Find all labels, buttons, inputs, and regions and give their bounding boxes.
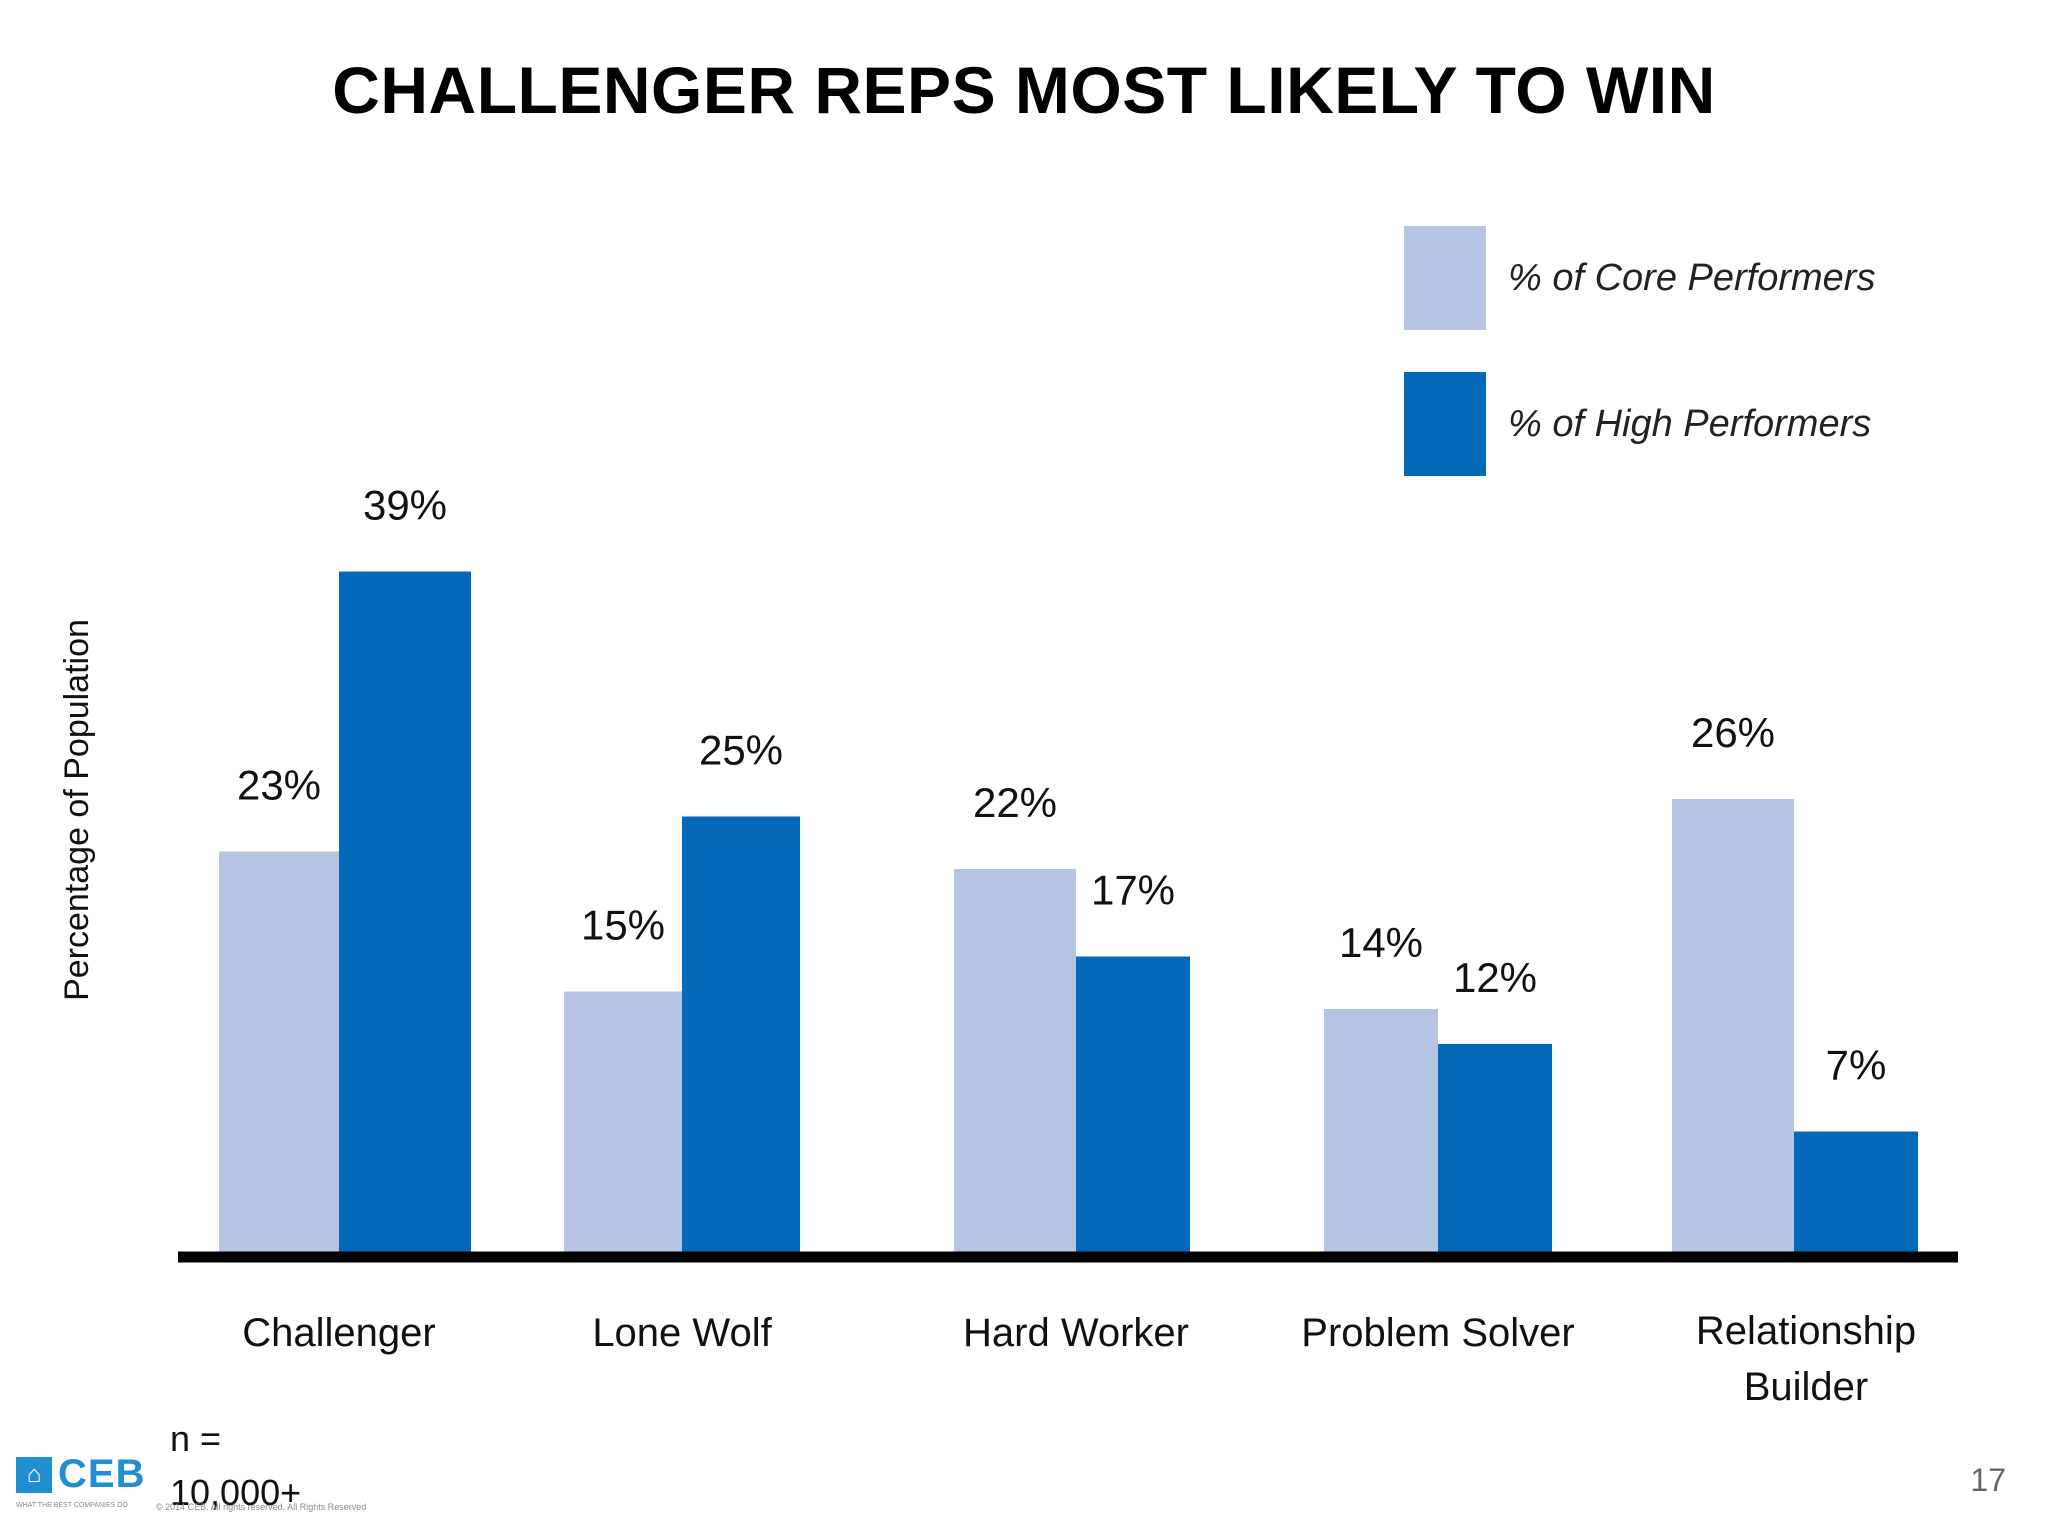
x-tick-label-4-line-1: Builder [1744,1365,1869,1409]
ceb-logo: ⌂ CEB [16,1452,145,1497]
chart-title: CHALLENGER REPS MOST LIKELY TO WIN [332,53,1716,127]
bar-high-2 [1076,956,1190,1254]
x-tick-label-1: Lone Wolf [592,1311,772,1355]
bar-core-3 [1324,1009,1438,1254]
bar-core-4 [1672,799,1794,1254]
data-label-high-4: 7% [1826,1042,1887,1089]
copyright-text: © 2014 CEB. All rights reserved. All Rig… [156,1502,367,1512]
sample-size: n = 10,000+ [170,1412,301,1520]
bar-high-1 [682,816,800,1254]
legend-label-high: % of High Performers [1508,402,1872,445]
data-label-core-0: 23% [237,762,321,809]
bar-core-1 [564,991,682,1254]
data-label-high-3: 12% [1453,954,1537,1001]
bar-high-0 [339,571,471,1254]
legend-swatch-core [1404,226,1486,330]
legend-item-high: % of High Performers [1404,372,1871,476]
building-icon: ⌂ [16,1456,52,1493]
data-label-core-4: 26% [1691,709,1775,756]
data-label-high-1: 25% [699,727,783,774]
logo-text: CEB [58,1452,146,1496]
data-label-core-2: 22% [973,779,1057,826]
sample-size-value: 10,000+ [170,1472,302,1513]
legend-label-core: % of Core Performers [1508,256,1876,299]
data-label-core-3: 14% [1339,919,1423,966]
bar-core-0 [219,851,339,1254]
data-label-core-1: 15% [581,902,665,949]
logo-tagline: WHAT THE BEST COMPANIES DO [16,1502,128,1509]
data-label-high-2: 17% [1091,867,1175,914]
bar-high-3 [1438,1044,1552,1254]
data-label-high-0: 39% [363,482,447,529]
x-tick-label-2: Hard Worker [963,1311,1189,1355]
bar-high-4 [1794,1131,1918,1254]
x-tick-label-0: Challenger [242,1311,435,1355]
page-number: 17 [1970,1462,2006,1498]
legend-item-core: % of Core Performers [1404,226,1875,330]
x-tick-label-4-line-0: Relationship [1696,1309,1916,1353]
bar-core-2 [954,869,1076,1254]
sample-size-label: n = [170,1418,222,1459]
x-tick-label-3: Problem Solver [1301,1311,1574,1355]
legend-swatch-high [1404,372,1486,476]
